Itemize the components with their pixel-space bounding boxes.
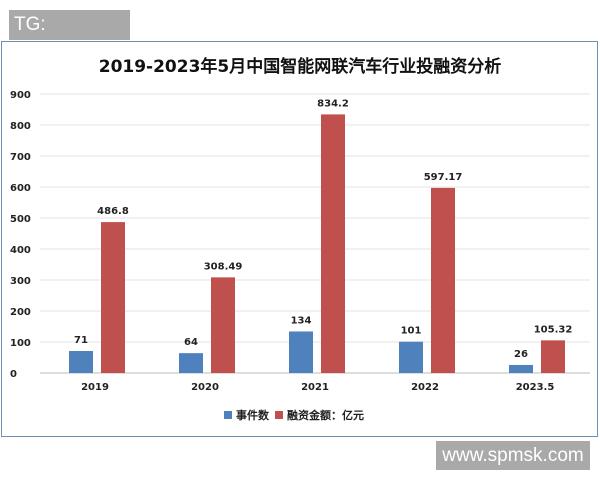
data-label: 597.17 xyxy=(424,172,463,183)
bar-amount xyxy=(431,187,455,373)
x-tick-label: 2020 xyxy=(191,382,219,393)
data-label: 486.8 xyxy=(97,206,129,217)
bar-events xyxy=(179,353,203,373)
x-tick-label: 2023.5 xyxy=(516,382,555,393)
bar-amount xyxy=(321,114,345,373)
legend-swatch xyxy=(224,411,232,419)
bar-events xyxy=(69,350,93,373)
legend-label: 事件数 xyxy=(236,408,270,422)
x-tick-label: 2022 xyxy=(411,382,439,393)
data-label: 308.49 xyxy=(204,261,243,272)
y-tick-label: 0 xyxy=(10,369,17,380)
bar-amount xyxy=(211,277,235,373)
data-label: 71 xyxy=(74,335,88,346)
bar-amount xyxy=(541,340,565,373)
y-tick-label: 500 xyxy=(10,214,31,225)
bar-amount xyxy=(101,222,125,373)
legend-swatch xyxy=(275,411,283,419)
bar-events xyxy=(509,364,533,373)
legend-label: 融资金额：亿元 xyxy=(287,408,364,422)
chart-title: 2019-2023年5月中国智能网联汽车行业投融资分析 xyxy=(99,56,502,77)
data-label: 105.32 xyxy=(534,324,573,335)
y-tick-label: 700 xyxy=(10,152,31,163)
y-tick-label: 900 xyxy=(10,90,31,101)
data-label: 834.2 xyxy=(317,98,349,109)
data-label: 64 xyxy=(184,337,198,348)
y-tick-label: 100 xyxy=(10,338,31,349)
data-label: 101 xyxy=(401,326,422,337)
y-tick-label: 400 xyxy=(10,245,31,256)
data-label: 134 xyxy=(291,315,312,326)
y-tick-label: 300 xyxy=(10,276,31,287)
bar-events xyxy=(399,341,423,373)
y-tick-label: 600 xyxy=(10,183,31,194)
y-tick-label: 800 xyxy=(10,121,31,132)
bar-events xyxy=(289,331,313,373)
y-tick-label: 200 xyxy=(10,307,31,318)
data-label: 26 xyxy=(514,349,528,360)
x-tick-label: 2019 xyxy=(81,382,109,393)
x-tick-label: 2021 xyxy=(301,382,329,393)
watermark-site: www.spmsk.com xyxy=(436,441,590,470)
